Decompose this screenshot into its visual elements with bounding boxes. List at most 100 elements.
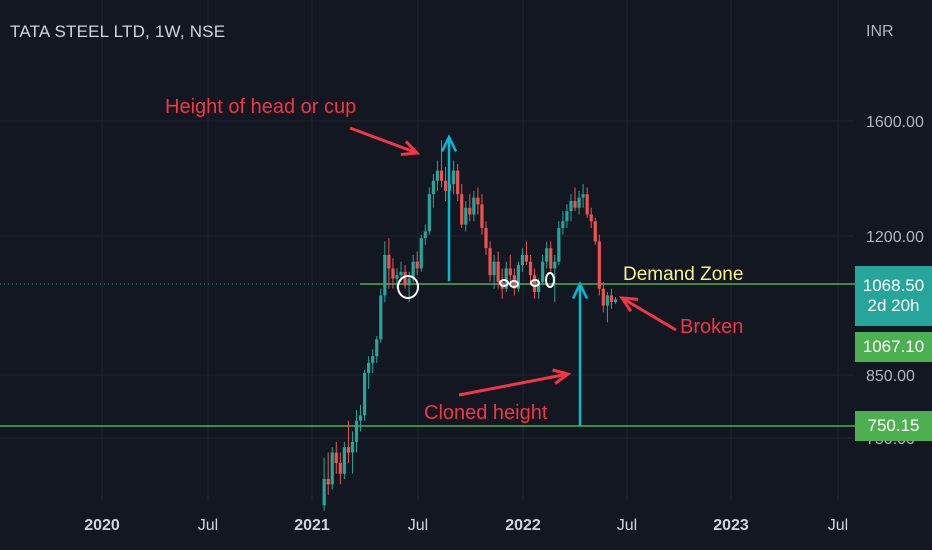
last-price-value: 1068.50: [862, 276, 925, 295]
cyan-arrow-head-height-head: [440, 134, 458, 152]
price-axis-label: 1600.00: [866, 114, 924, 131]
candle-body: [605, 295, 609, 306]
candle-body: [391, 268, 395, 279]
red-arrow-cloned: [458, 372, 569, 397]
candle-body: [363, 373, 367, 416]
candle-body: [532, 275, 537, 293]
candle-body: [537, 281, 541, 293]
annotation-height: Height of head or cup: [165, 96, 357, 118]
cyan-arrow-target-head: [571, 281, 589, 299]
candle-body: [330, 452, 334, 485]
candle-body: [379, 295, 383, 340]
red-arrow-height: [349, 126, 418, 155]
candle-body: [358, 415, 363, 421]
candle-body: [407, 278, 411, 286]
candle-body: [573, 200, 577, 208]
annotation-arrows: [349, 126, 677, 426]
candle-body: [342, 447, 346, 474]
horizontal-levels: [0, 283, 855, 427]
candle-body: [346, 447, 351, 453]
candle-body: [460, 194, 464, 225]
low-marker-circle: [530, 279, 540, 287]
low-marker-circle: [397, 275, 419, 299]
candle-body: [375, 339, 379, 357]
red-arrow-broken-head: [619, 296, 639, 313]
candle-body: [415, 261, 419, 269]
candle-body: [371, 356, 375, 363]
axis-ticks: 2020 Jul 2021 Jul 2022 Jul 2023 Jul 1600.00 1200.…: [84, 23, 924, 534]
candle-body: [520, 254, 525, 266]
candle-body: [452, 170, 456, 185]
candle-body: [557, 227, 561, 262]
candle-body: [597, 241, 601, 289]
candle-body: [403, 271, 407, 286]
price-axis-label: 1200.00: [866, 229, 924, 246]
red-arrow-height-head: [400, 140, 421, 156]
candle-body: [593, 221, 597, 242]
candle-body: [516, 265, 520, 289]
candle-body: [480, 204, 484, 228]
candle-body: [553, 261, 557, 269]
candle-body: [496, 261, 500, 282]
candle-body: [484, 227, 488, 249]
candle-body: [383, 254, 387, 296]
candle-body: [569, 200, 573, 212]
candle-body: [476, 197, 480, 205]
candle-body: [488, 248, 492, 276]
candle-body: [350, 441, 355, 453]
time-axis-label: Jul: [828, 517, 848, 534]
support-price-tag: 750.15: [855, 411, 932, 441]
candle-body: [354, 420, 359, 442]
candle-body: [601, 288, 605, 306]
candle-body: [508, 268, 512, 276]
candle-body: [613, 299, 618, 303]
candle-body: [322, 479, 326, 506]
candle-body: [431, 180, 435, 195]
time-axis-label: 2020: [84, 517, 120, 534]
candle-body: [456, 170, 460, 195]
candle-body: [439, 170, 444, 181]
candle-body: [443, 180, 448, 191]
candle-body: [334, 452, 338, 464]
candle-body: [395, 275, 399, 279]
candle-body: [589, 214, 593, 222]
candle-body: [464, 207, 468, 225]
annotation-demand-zone: Demand Zone: [623, 264, 744, 285]
candle-body: [435, 170, 440, 181]
candle-body: [585, 194, 589, 215]
last-price-tag: 1068.50 2d 20h: [855, 266, 932, 326]
candlestick-series: [322, 140, 618, 511]
candle-body: [504, 268, 508, 289]
time-axis-label: 2022: [505, 517, 541, 534]
candle-body: [423, 231, 427, 239]
red-arrow-broken: [621, 296, 677, 332]
candle-body: [472, 197, 476, 215]
candle-body: [545, 248, 549, 262]
low-markers: [397, 272, 555, 299]
time-axis-label: 2023: [713, 517, 749, 534]
candle-body: [524, 254, 529, 262]
bar-countdown: 2d 20h: [867, 296, 920, 315]
price-axis-label: 850.00: [866, 368, 915, 385]
candle-body: [541, 261, 545, 282]
candle-body: [387, 254, 391, 269]
candle-body: [565, 211, 569, 222]
annotation-broken: Broken: [680, 316, 744, 338]
time-axis-label: Jul: [617, 517, 637, 534]
reference-price-tag: 1067.10: [855, 332, 932, 362]
candle-body: [581, 194, 585, 198]
red-arrow-cloned-head: [552, 368, 572, 385]
candle-body: [609, 295, 614, 303]
candle-body: [326, 479, 330, 485]
low-marker-circle: [499, 279, 509, 287]
chart-grid: [0, 0, 853, 500]
candle-body: [492, 261, 496, 276]
currency-label: INR: [866, 23, 894, 40]
candle-body: [419, 238, 423, 269]
candle-body: [399, 271, 403, 276]
time-axis-label: Jul: [198, 517, 218, 534]
candle-body: [528, 261, 533, 276]
candle-body: [427, 194, 431, 232]
candle-body: [549, 248, 553, 269]
